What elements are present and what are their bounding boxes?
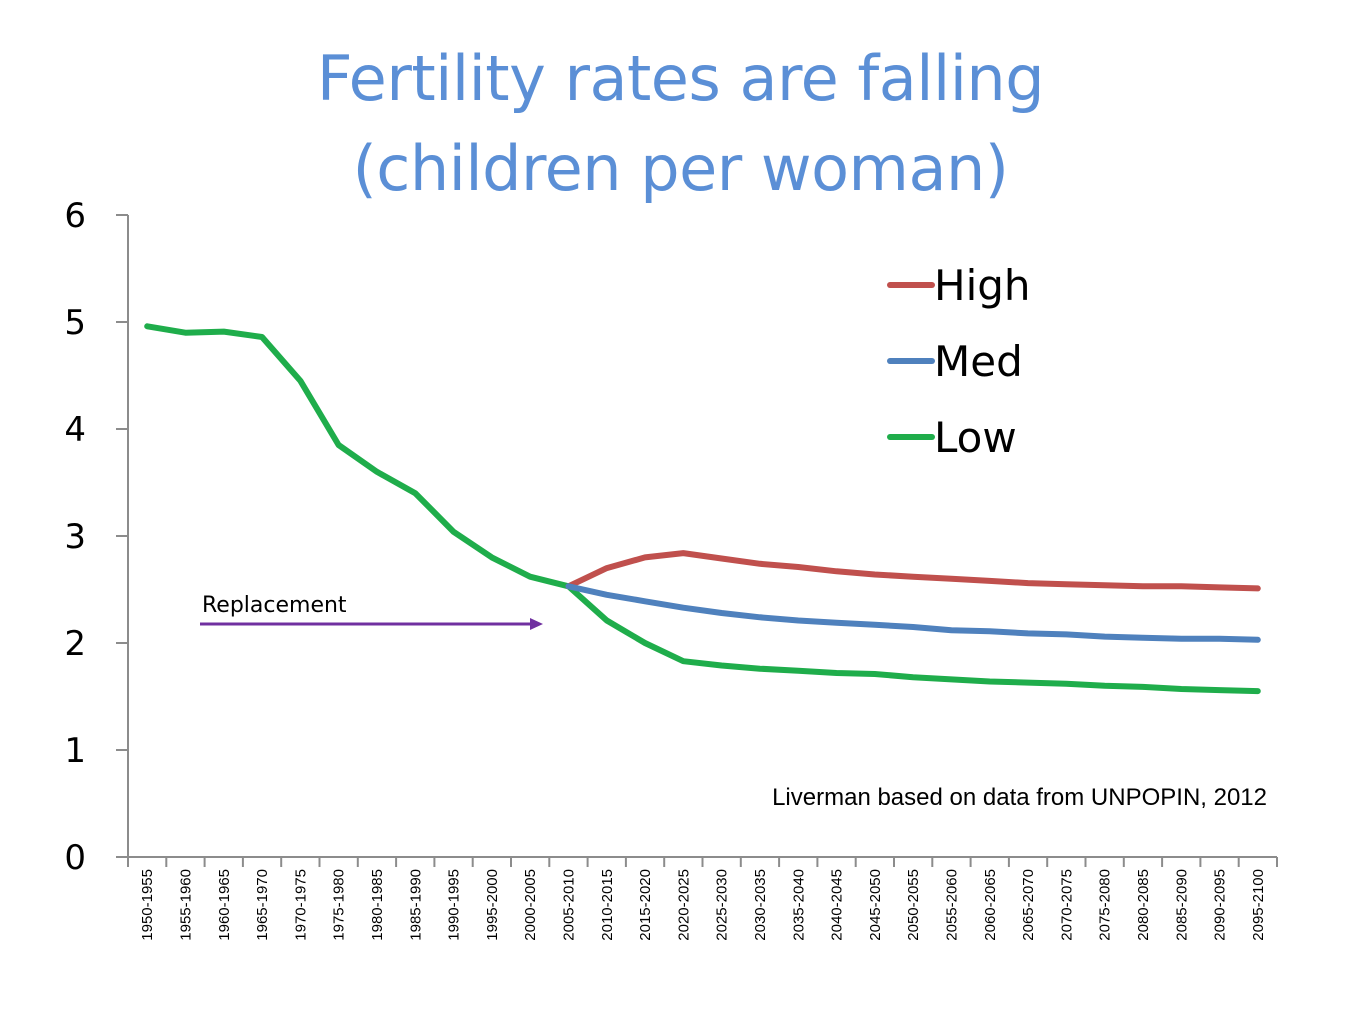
y-tick-label: 1	[64, 731, 86, 771]
x-tick-label: 2000-2005	[522, 869, 539, 941]
x-tick-label: 2015-2020	[637, 869, 654, 941]
x-tick-label: 2080-2085	[1135, 869, 1152, 941]
x-tick-label: 2085-2090	[1173, 869, 1190, 941]
x-tick-label: 2010-2015	[599, 869, 616, 941]
y-tick-label: 5	[64, 303, 86, 343]
x-tick-label: 1965-1970	[254, 869, 271, 941]
x-tick-label: 2020-2025	[675, 869, 692, 941]
y-tick-label: 3	[64, 517, 86, 557]
x-tick-label: 2025-2030	[714, 869, 731, 941]
x-tick-label: 1995-2000	[484, 869, 501, 941]
series-line-high	[565, 550, 1261, 592]
axes	[116, 214, 1278, 867]
series-line-med	[565, 583, 1261, 643]
y-tick-labels: 0 1 2 3 4 5 6	[64, 196, 86, 878]
legend-label-med: Med	[934, 337, 1023, 386]
series-line-low	[144, 323, 1261, 695]
y-tick-label: 6	[64, 196, 86, 236]
source-note: Liverman based on data from UNPOPIN, 201…	[772, 784, 1267, 811]
x-tick-label: 2045-2050	[867, 869, 884, 941]
y-tick-label: 0	[64, 838, 86, 878]
x-tick-label: 2095-2100	[1250, 869, 1267, 941]
x-tick-label: 2055-2060	[943, 869, 960, 941]
x-tick-label: 1990-1995	[446, 869, 463, 941]
legend-label-high: High	[934, 261, 1031, 310]
x-tick-label: 2090-2095	[1212, 869, 1229, 941]
replacement-label: Replacement	[202, 593, 347, 618]
x-tick-label: 2050-2055	[905, 869, 922, 941]
y-tick-label: 2	[64, 624, 86, 664]
x-tick-label: 2005-2010	[560, 869, 577, 941]
x-tick-label: 1950-1955	[139, 869, 156, 941]
x-tick-label: 2030-2035	[752, 869, 769, 941]
x-tick-label: 1985-1990	[407, 869, 424, 941]
legend-label-low: Low	[934, 413, 1017, 462]
legend: High Med Low	[887, 261, 1031, 462]
x-tick-label: 2075-2080	[1097, 869, 1114, 941]
x-tick-label: 1975-1980	[331, 869, 348, 941]
y-tick-label: 4	[64, 410, 86, 450]
chart-title: Fertility rates are falling	[316, 42, 1045, 115]
annotations: Replacement Liverman based on data from U…	[200, 593, 1267, 811]
x-tick-label: 2035-2040	[790, 869, 807, 941]
series-lines	[144, 323, 1261, 695]
x-tick-label: 2040-2045	[829, 869, 846, 941]
x-tick-label: 1960-1965	[216, 869, 233, 941]
x-tick-labels: 1950-1955 1955-1960 1960-1965 1965-1970 1970…	[139, 869, 1267, 941]
x-tick-label: 1955-1960	[177, 869, 194, 941]
x-tick-label: 2060-2065	[982, 869, 999, 941]
replacement-arrowhead	[530, 618, 543, 630]
x-tick-label: 1980-1985	[369, 869, 386, 941]
chart-subtitle: (children per woman)	[352, 132, 1009, 205]
x-tick-label: 2070-2075	[1058, 869, 1075, 941]
x-tick-label: 2065-2070	[1020, 869, 1037, 941]
x-tick-label: 1970-1975	[292, 869, 309, 941]
